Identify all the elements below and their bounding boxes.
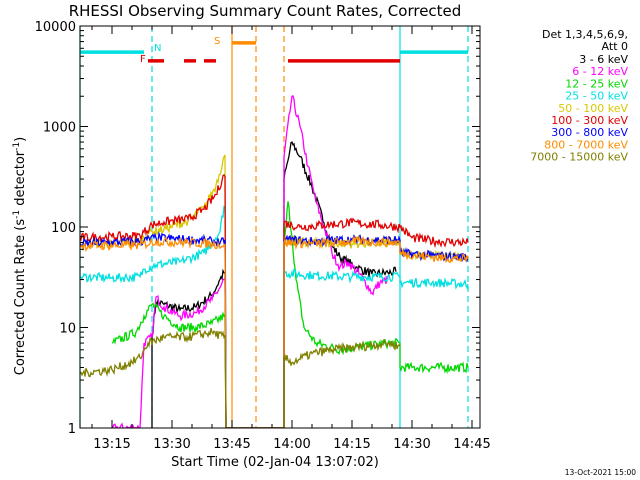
- series-line-6-12: [111, 95, 389, 428]
- legend-entry-25-50: 25 - 50 keV: [565, 90, 628, 103]
- legend-entry-50-100: 50 - 100 keV: [558, 102, 628, 115]
- legend-entry-100-300: 100 - 300 keV: [551, 114, 628, 127]
- y-tick-label-4: 10000: [35, 20, 76, 35]
- legend-entry-800-7000: 800 - 7000 keV: [544, 138, 628, 151]
- footer-timestamp: 13-Oct-2021 15:00: [565, 468, 636, 477]
- flag-label-S: S: [214, 36, 220, 47]
- legend-entry-7000-15000: 7000 - 15000 keV: [530, 151, 628, 164]
- y-tick-label-2: 100: [51, 221, 76, 236]
- series-line-300-800: [80, 231, 469, 428]
- x-tick-label-2: 13:45: [213, 437, 250, 452]
- y-axis-label: Corrected Count Rate (s-1 detector-1): [12, 137, 28, 375]
- x-tick-label-0: 13:15: [93, 437, 130, 452]
- legend-entry-3-6: 3 - 6 keV: [579, 53, 628, 66]
- legend-entry-12-25: 12 - 25 keV: [565, 77, 628, 90]
- y-tick-label-1: 10: [59, 322, 76, 337]
- svg-text:Corrected Count Rate (s-1 dete: Corrected Count Rate (s-1 detector-1): [12, 137, 28, 375]
- legend-entry-6-12: 6 - 12 keV: [572, 65, 628, 78]
- y-tick-label-3: 1000: [43, 121, 76, 136]
- series-line-800-7000: [80, 234, 469, 428]
- x-axis-label: Start Time (02-Jan-04 13:07:02): [171, 455, 379, 470]
- series-line-50-100: [80, 154, 469, 428]
- x-tick-label-4: 14:15: [333, 437, 370, 452]
- chart-title: RHESSI Observing Summary Count Rates, Co…: [69, 2, 462, 20]
- x-tick-label-3: 14:00: [273, 437, 310, 452]
- y-tick-label-0: 1: [68, 422, 76, 437]
- x-tick-label-6: 14:45: [453, 437, 490, 452]
- legend-header-1: Det 1,3,4,5,6,9,: [542, 28, 628, 41]
- legend-entry-300-800: 300 - 800 keV: [551, 126, 628, 139]
- series-line-7000-15000: [80, 327, 401, 428]
- series-line-12-25: [111, 201, 469, 428]
- series-line-3-6: [151, 141, 397, 428]
- plot-area: NF S 1 10 100 1000 10000 13:15 13:30 13:45 14:00 14…: [35, 20, 491, 452]
- flag-label-F: F: [140, 54, 146, 65]
- x-tick-label-5: 14:30: [393, 437, 430, 452]
- flag-label-N: N: [154, 43, 161, 54]
- series-layer: [80, 95, 469, 428]
- series-line-100-300: [80, 173, 469, 428]
- legend-header-2: Att 0: [602, 40, 628, 53]
- series-line-25-50: [80, 205, 469, 428]
- x-tick-label-1: 13:30: [153, 437, 190, 452]
